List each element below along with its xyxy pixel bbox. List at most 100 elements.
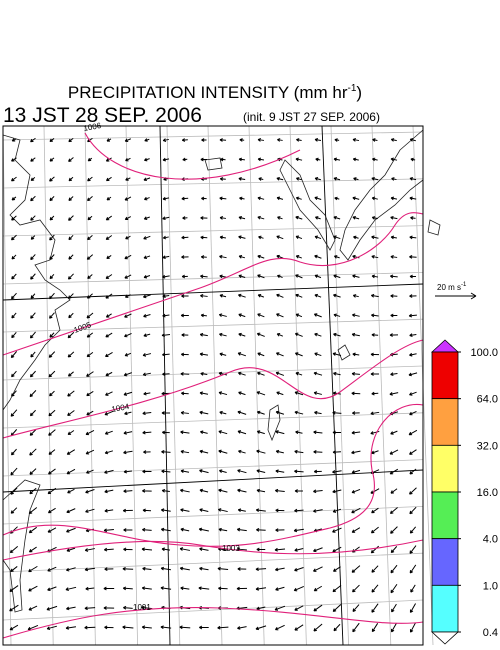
wind-arrow [125,235,131,240]
wind-arrow [219,410,227,415]
wind-arrow [334,138,340,142]
wind-arrow [391,177,397,181]
wind-arrow [105,157,112,162]
vector-scale-head [470,292,477,300]
wind-arrow [275,528,285,532]
wind-arrow [332,450,341,454]
wind-arrow [218,488,228,493]
wind-arrow [390,294,398,298]
wind-arrow [200,430,208,435]
wind-arrow [11,215,17,221]
wind-arrow [371,216,378,220]
wind-arrow [10,292,17,300]
wind-arrow [352,622,360,633]
grid-line [43,125,54,646]
wind-arrow [409,545,417,554]
wind-arrow [199,449,209,454]
wind-arrow [125,177,131,181]
wind-arrow [161,469,171,474]
wind-arrow [160,566,171,571]
wind-arrow [141,586,152,591]
wind-arrow [256,606,266,611]
wind-arrow [333,371,341,376]
wind-arrow [257,371,265,376]
wind-arrow [30,351,36,358]
wind-arrow [162,352,170,357]
wind-arrow [237,567,247,571]
wind-arrow [294,449,304,454]
wind-arrow [143,274,151,279]
grid-line [2,225,424,237]
wind-arrow [277,274,283,279]
wind-arrow [49,254,55,260]
isobar-label: 1001 [133,603,151,612]
wind-arrow [11,331,17,339]
wind-arrow [162,372,170,376]
wind-arrow [238,371,246,376]
isobar-line [84,132,301,180]
wind-arrow [351,430,361,435]
lat-line [2,469,424,493]
wind-arrow [124,274,132,279]
wind-arrow [389,468,399,475]
wind-arrow [28,605,38,611]
wind-arrow [180,313,189,318]
wind-arrow [10,507,18,514]
wind-arrow [295,371,303,376]
wind-arrow [351,565,361,573]
wind-arrow [47,507,56,514]
wind-arrow [199,547,209,551]
wind-arrow [352,274,360,279]
isobar-line [2,339,424,439]
wind-arrow [351,332,360,337]
island [204,157,223,171]
wind-arrow [162,157,170,162]
wind-arrow [29,468,37,475]
wind-arrow [390,138,397,142]
wind-arrow [352,215,360,220]
wind-arrow [141,547,153,552]
colorbar-label: 64.0 [477,394,498,406]
wind-arrow [68,157,74,162]
wind-arrow [199,566,209,571]
wind-arrow [274,605,286,611]
wind-arrow [9,604,19,612]
wind-arrow [85,586,95,591]
wind-arrow [143,196,150,201]
wind-arrow [238,274,246,279]
wind-arrow [86,469,94,474]
wind-arrow [179,566,190,571]
wind-arrow [333,235,341,240]
wind-arrow [86,312,94,319]
wind-arrow [313,450,323,454]
wind-arrow [160,625,172,630]
wind-arrow [30,157,36,162]
wind-arrow [162,313,170,318]
wind-arrow [84,567,96,572]
wind-arrow [351,450,361,455]
wind-arrow [161,411,171,415]
grid-line [166,125,181,646]
wind-arrow [237,352,247,357]
wind-arrow [332,604,342,612]
wind-arrow [256,332,265,337]
continent-coast [2,134,71,411]
wind-arrow [28,565,38,573]
wind-arrow [332,430,342,435]
wind-arrow [371,450,379,455]
wind-arrow [255,587,267,591]
wind-arrow [199,391,209,396]
wind-arrow [11,370,17,378]
grid-line [371,125,392,646]
wind-arrow [182,157,188,162]
wind-arrow [48,409,56,417]
wind-arrow [274,547,286,552]
wind-arrow [237,430,247,435]
vector-scale-sup: -1 [461,282,467,288]
title-sup: -1 [348,83,357,94]
wind-arrow [408,372,418,377]
lat-line [2,283,424,301]
wind-arrow [238,293,246,298]
wind-arrow [28,526,37,534]
